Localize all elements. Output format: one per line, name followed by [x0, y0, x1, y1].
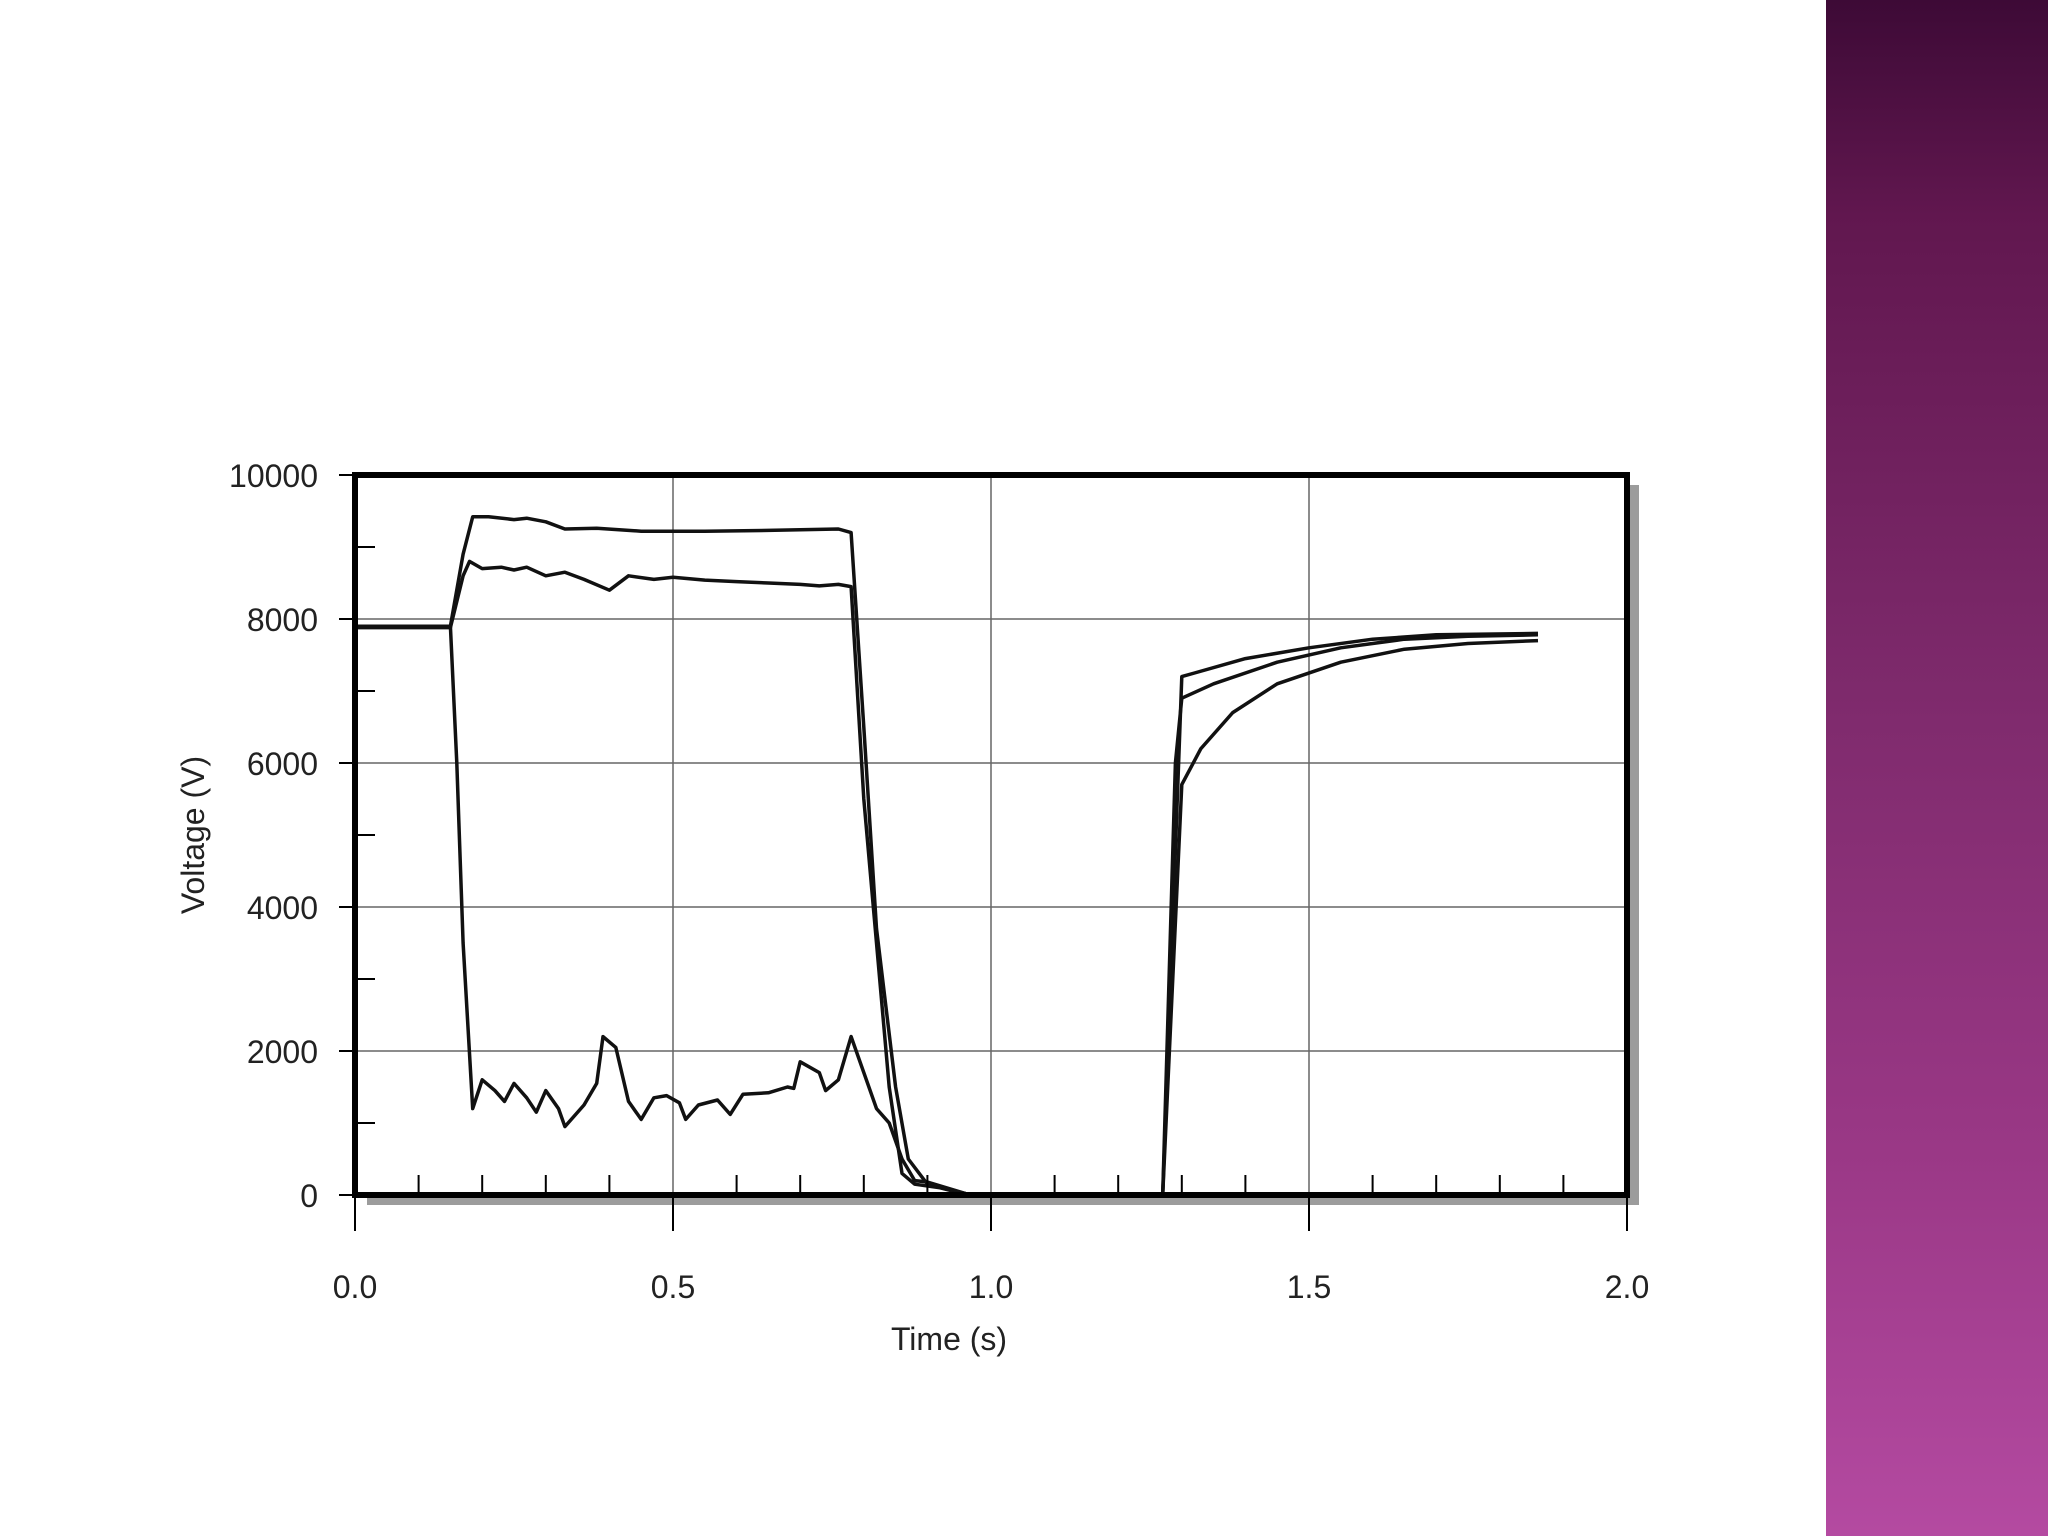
y-tick-label: 4000 — [247, 890, 318, 926]
y-axis-title: Voltage (V) — [175, 756, 211, 914]
y-tick-label: 6000 — [247, 746, 318, 782]
y-tick-labels: 0 2000 4000 6000 8000 10000 — [229, 458, 318, 1214]
decorative-side-panel — [1826, 0, 2048, 1536]
y-tick-label: 10000 — [229, 458, 318, 494]
x-tick-label: 0.0 — [333, 1269, 377, 1305]
y-tick-label: 2000 — [247, 1034, 318, 1070]
x-tick-label: 1.0 — [969, 1269, 1013, 1305]
y-tick-label: 8000 — [247, 602, 318, 638]
series-line-1 — [355, 515, 1539, 1197]
grid-lines-inner — [355, 475, 1627, 1195]
y-tick-label: 0 — [300, 1178, 318, 1214]
x-tick-labels: 0.0 0.5 1.0 1.5 2.0 — [333, 1269, 1649, 1305]
x-tick-label: 0.5 — [651, 1269, 695, 1305]
tick-marks — [339, 474, 1628, 1231]
x-tick-label: 2.0 — [1605, 1269, 1649, 1305]
x-axis-title: Time (s) — [891, 1321, 1007, 1357]
x-tick-label: 1.5 — [1287, 1269, 1331, 1305]
series-line-2 — [355, 559, 1539, 1197]
